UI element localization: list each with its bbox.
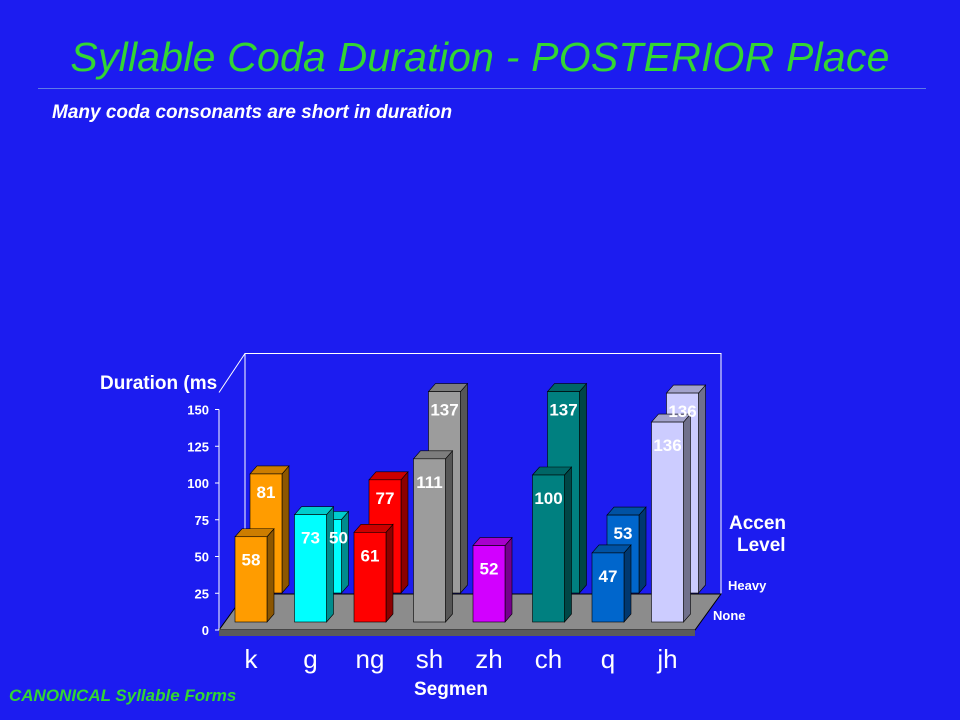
- legend-title-line1: Accen: [729, 513, 786, 534]
- bar-none: [472, 536, 513, 623]
- bar-front: [294, 514, 327, 623]
- bar-front: [413, 458, 446, 623]
- bar-front: [591, 552, 625, 623]
- y-tick-label: 0: [202, 623, 209, 638]
- bar-side: [623, 544, 632, 623]
- y-tick-label: 100: [187, 476, 209, 491]
- y-tick-label: 75: [195, 513, 209, 528]
- bar-side: [460, 382, 468, 594]
- bar-side: [504, 536, 513, 623]
- bar-side: [266, 527, 275, 623]
- bar-none: [531, 466, 573, 623]
- bar-side: [326, 505, 334, 623]
- bar-none: [591, 544, 632, 623]
- bar-top: [249, 465, 290, 475]
- bar-side: [683, 413, 691, 623]
- data-label: 73: [301, 529, 320, 548]
- x-category-label: jh: [656, 644, 677, 674]
- bar-front: [651, 421, 684, 623]
- bar-none: [293, 505, 335, 623]
- slide-title: Syllable Coda Duration - POSTERIOR Place: [70, 34, 890, 80]
- data-label: 53: [614, 524, 633, 543]
- bar-none: [234, 527, 275, 623]
- x-category-label: g: [303, 644, 317, 674]
- y-tick-label: 50: [195, 550, 209, 565]
- y-tick-label: 125: [187, 439, 209, 454]
- x-category-label: ch: [535, 644, 562, 674]
- footer-caption: CANONICAL Syllable Forms: [9, 686, 237, 705]
- bar-front: [532, 474, 565, 623]
- x-category-label: q: [601, 644, 615, 674]
- x-category-label: sh: [416, 644, 443, 674]
- chart-floor-front: [219, 630, 695, 636]
- bar-none: [650, 413, 692, 623]
- y-axis-title: Duration (ms: [100, 373, 217, 394]
- x-axis-title: Segmen: [414, 679, 488, 700]
- bar-side: [579, 382, 587, 594]
- bar-top: [546, 383, 588, 392]
- data-label: 136: [668, 402, 696, 421]
- data-label: 61: [361, 546, 380, 565]
- data-label: 136: [653, 436, 681, 455]
- bar-top: [368, 471, 409, 481]
- y-tick-label: 25: [195, 586, 209, 601]
- bar-top: [412, 450, 454, 460]
- x-category-label: ng: [356, 644, 385, 674]
- bar-none: [353, 523, 394, 623]
- slide-subtitle: Many coda consonants are short in durati…: [52, 102, 453, 123]
- title-divider: [38, 88, 926, 89]
- chart-wall-edge: [218, 353, 246, 393]
- bar-top: [293, 506, 335, 515]
- bar-none: [412, 450, 454, 623]
- series-label-none: None: [713, 608, 746, 623]
- data-label: 81: [257, 483, 276, 502]
- data-label: 137: [549, 401, 577, 420]
- bar-top: [353, 524, 394, 533]
- data-label: 77: [376, 489, 395, 508]
- bar-top: [591, 544, 632, 554]
- bar-front: [353, 532, 387, 623]
- data-label: 50: [329, 529, 348, 548]
- bar-top: [606, 506, 647, 516]
- bar-top: [234, 528, 275, 538]
- bar-top: [427, 383, 469, 392]
- data-label: 100: [534, 489, 562, 508]
- data-label: 58: [242, 551, 261, 570]
- data-label: 52: [480, 560, 499, 579]
- bar-side: [400, 471, 409, 594]
- bar-top: [472, 537, 513, 546]
- bar-side: [341, 510, 349, 594]
- data-label: 47: [599, 567, 618, 586]
- bar-side: [281, 465, 290, 594]
- bar-side: [638, 506, 647, 594]
- bar-side: [698, 384, 706, 594]
- series-label-heavy: Heavy: [728, 578, 767, 593]
- bar-top: [665, 384, 707, 394]
- data-label: 137: [430, 401, 458, 420]
- bar-side: [385, 523, 394, 623]
- x-category-label: zh: [475, 644, 502, 674]
- legend-title-line2: Level: [737, 535, 786, 556]
- bar-front: [472, 545, 506, 623]
- bar-front: [234, 536, 268, 623]
- bar-side: [445, 450, 453, 623]
- data-label: 111: [416, 473, 443, 492]
- x-category-label: k: [245, 644, 259, 674]
- y-tick-label: 150: [187, 403, 209, 418]
- bar-side: [564, 466, 572, 623]
- bar-top: [531, 466, 573, 476]
